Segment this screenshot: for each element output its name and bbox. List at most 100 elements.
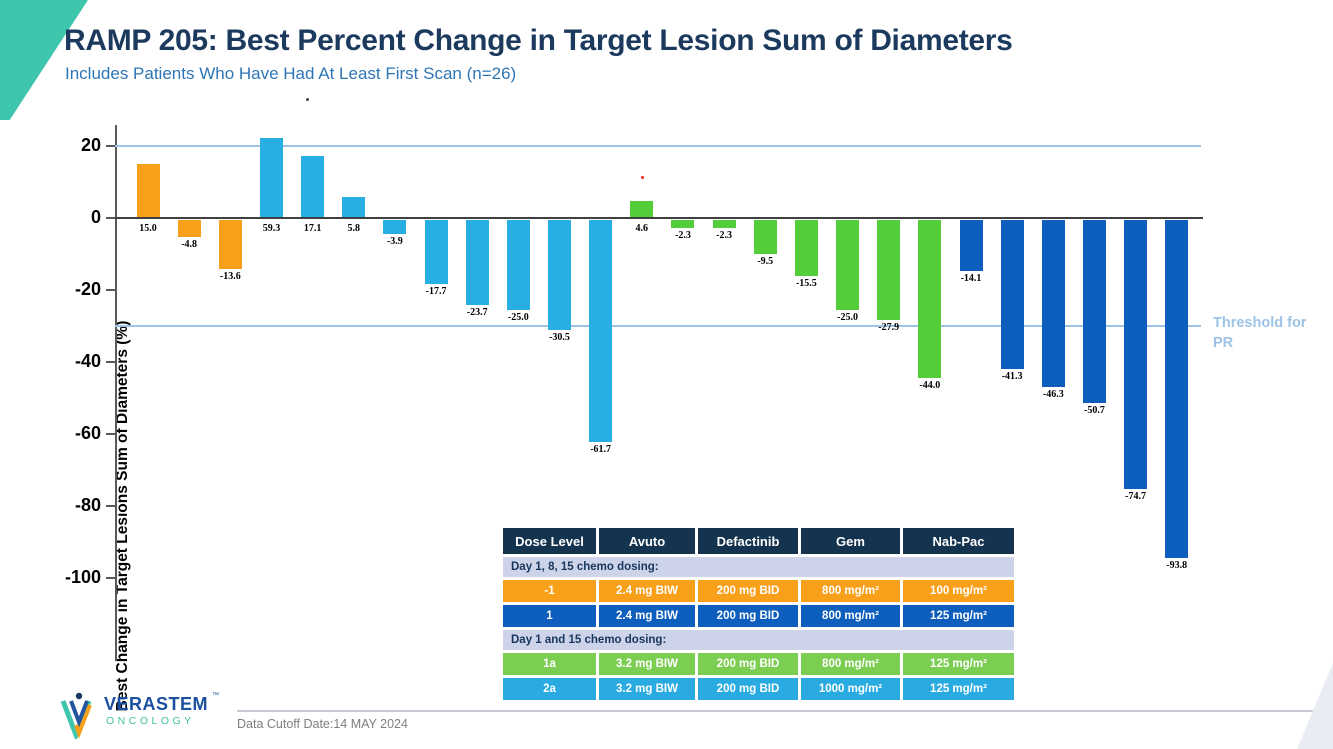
table-section-label: Day 1 and 15 chemo dosing: <box>503 630 1014 650</box>
table-cell: 100 mg/m² <box>903 580 1014 602</box>
bar-2a--25.0 <box>506 220 530 310</box>
table-cell: 1a <box>503 653 596 675</box>
table-cell: 200 mg BID <box>698 653 798 675</box>
bar-1a-4.6 <box>630 201 654 218</box>
bar-2a--23.7 <box>465 220 489 306</box>
bar--1--13.6 <box>218 220 242 269</box>
bar-1--14.1 <box>959 220 983 271</box>
bar-value-label: -14.1 <box>960 272 982 284</box>
table-header-defactinib: Defactinib <box>698 528 798 554</box>
bar-value-label: -23.7 <box>466 307 488 319</box>
bar-value-label: -46.3 <box>1042 388 1064 400</box>
bar-value-label: -4.8 <box>181 239 198 251</box>
tick-mark <box>106 217 115 219</box>
table-cell: 800 mg/m² <box>801 605 900 627</box>
bar-value-label: -93.8 <box>1166 559 1188 571</box>
threshold-line <box>115 325 1201 327</box>
table-cell: 3.2 mg BIW <box>599 678 695 700</box>
corner-accent-shape <box>0 0 88 120</box>
footer-divider <box>237 710 1333 712</box>
bar-2a-5.8 <box>342 197 366 218</box>
bar-value-label: -2.3 <box>716 230 733 242</box>
bar-value-label: 5.8 <box>347 223 361 234</box>
bar-value-label: 59.3 <box>262 223 281 234</box>
bar-value-label: -13.6 <box>219 270 241 282</box>
threshold-pr-label: Threshold for PR <box>1213 315 1307 351</box>
bar-2a-17.1 <box>301 156 325 218</box>
tick-label: 20 <box>80 135 101 155</box>
bar-value-label: -2.3 <box>675 230 691 242</box>
table-cell: 1000 mg/m² <box>801 678 900 700</box>
bar-2a--17.7 <box>424 220 448 284</box>
bar-2a--61.7 <box>589 220 613 443</box>
bar-value-label: 4.6 <box>635 223 649 234</box>
table-header-dose-level: Dose Level <box>503 528 596 554</box>
stray-red-dot <box>641 176 644 179</box>
dose-level-table: Dose Level Avuto Defactinib Gem Nab-Pac Day 1… <box>503 528 1014 700</box>
bar-value-label: 17.1 <box>303 223 322 234</box>
table-cell: 800 mg/m² <box>801 580 900 602</box>
bar-value-label: -9.5 <box>757 256 774 268</box>
bar-1--46.3 <box>1041 220 1065 387</box>
stray-dot <box>306 98 309 101</box>
bar-1a--25.0 <box>836 220 860 310</box>
bar-1a--9.5 <box>753 220 777 255</box>
table-section-label: Day 1, 8, 15 chemo dosing: <box>503 557 1014 577</box>
bar-1--41.3 <box>1000 220 1024 369</box>
bar-1--74.7 <box>1124 220 1148 489</box>
table-cell: 200 mg BID <box>698 605 798 627</box>
bar-value-label: -74.7 <box>1125 490 1147 502</box>
bar-value-label: -25.0 <box>837 312 858 323</box>
table-cell: 3.2 mg BIW <box>599 653 695 675</box>
bar-1a--15.5 <box>794 220 818 276</box>
tick-mark <box>106 577 115 579</box>
bar-value-label: -41.3 <box>1001 370 1023 382</box>
bar-1--93.8 <box>1165 220 1189 558</box>
page-subtitle: Includes Patients Who Have Had At Least … <box>65 64 517 83</box>
tick-label: 0 <box>90 207 101 227</box>
table-cell: 2a <box>503 678 596 700</box>
logo-brand-text: VERASTEM <box>104 694 209 714</box>
waterfall-chart: Best Change in Target Lesions Sum of Dia… <box>65 125 1205 711</box>
bar-value-label: -15.5 <box>795 277 817 289</box>
table-cell: 125 mg/m² <box>903 605 1014 627</box>
tick-mark <box>106 145 115 147</box>
bar-1a--27.9 <box>877 220 901 321</box>
table-cell: 125 mg/m² <box>903 678 1014 700</box>
verastem-v-icon <box>60 692 92 739</box>
table-header-gem: Gem <box>801 528 900 554</box>
bar-1a--2.3 <box>712 220 736 229</box>
bar-value-label: -17.7 <box>425 285 447 297</box>
bar-value-label: -61.7 <box>590 444 612 456</box>
table-cell: 200 mg BID <box>698 678 798 700</box>
bar-1--50.7 <box>1082 220 1106 403</box>
tick-mark <box>106 433 115 435</box>
tick-label: -20 <box>74 279 101 299</box>
tick-label: -40 <box>74 351 101 371</box>
tick-label: -60 <box>74 423 101 443</box>
table-cell: 200 mg BID <box>698 580 798 602</box>
threshold-line <box>115 145 1201 147</box>
table-cell: 800 mg/m² <box>801 653 900 675</box>
zero-baseline <box>115 217 1203 219</box>
logo-subbrand-text: ONCOLOGY <box>106 715 195 727</box>
corner-gray-shape <box>1297 663 1333 749</box>
table-header-nab-pac: Nab-Pac <box>903 528 1014 554</box>
data-cutoff-note: Data Cutoff Date:14 MAY 2024 <box>237 717 408 731</box>
bar-value-label: -25.0 <box>507 312 529 323</box>
table-cell: -1 <box>503 580 596 602</box>
page-title: RAMP 205: Best Percent Change in Target … <box>64 24 1013 57</box>
bar-value-label: -44.0 <box>919 380 941 392</box>
bar--1--4.8 <box>177 220 201 238</box>
tick-label: -100 <box>64 567 101 587</box>
tick-mark <box>106 505 115 507</box>
bar-value-label: 15.0 <box>139 223 157 234</box>
bar-value-label: -27.9 <box>878 322 900 334</box>
bar-1a--2.3 <box>671 220 695 229</box>
table-cell: 2.4 mg BIW <box>599 580 695 602</box>
bar-2a--3.9 <box>383 220 407 235</box>
bar-2a-59.3 <box>259 137 283 218</box>
table-header-avuto: Avuto <box>599 528 695 554</box>
tick-mark <box>106 289 115 291</box>
